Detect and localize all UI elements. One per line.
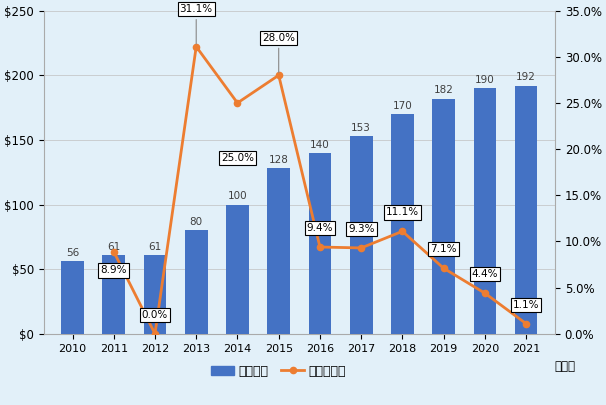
Bar: [185, 230, 208, 334]
Text: 170: 170: [393, 101, 412, 111]
Bar: [473, 88, 496, 334]
Text: 182: 182: [434, 85, 453, 95]
Text: 153: 153: [351, 123, 371, 133]
Bar: [514, 85, 538, 334]
Bar: [61, 261, 84, 334]
Text: 9.4%: 9.4%: [307, 223, 333, 233]
Text: 1.1%: 1.1%: [513, 300, 539, 310]
Text: 61: 61: [148, 242, 162, 252]
Text: 7.1%: 7.1%: [430, 244, 457, 254]
Text: 31.1%: 31.1%: [179, 4, 213, 44]
Legend: 最低賃金, 賃金上昇率: 最低賃金, 賃金上昇率: [207, 360, 351, 382]
Text: 190: 190: [475, 75, 494, 85]
Bar: [267, 168, 290, 334]
Text: 9.3%: 9.3%: [348, 224, 375, 234]
Bar: [432, 98, 455, 334]
Text: 100: 100: [228, 191, 247, 201]
Text: 80: 80: [190, 217, 203, 227]
X-axis label: （年）: （年）: [554, 360, 576, 373]
Bar: [308, 153, 331, 334]
Text: 61: 61: [107, 242, 121, 252]
Text: 11.1%: 11.1%: [386, 207, 419, 217]
Bar: [144, 255, 166, 334]
Bar: [391, 114, 414, 334]
Bar: [226, 205, 249, 334]
Bar: [102, 255, 125, 334]
Text: 0.0%: 0.0%: [142, 310, 168, 320]
Text: 8.9%: 8.9%: [101, 266, 127, 275]
Text: 25.0%: 25.0%: [221, 153, 254, 163]
Bar: [350, 136, 373, 334]
Text: 28.0%: 28.0%: [262, 33, 295, 72]
Text: 56: 56: [66, 248, 79, 258]
Text: 128: 128: [268, 155, 288, 165]
Text: 4.4%: 4.4%: [471, 269, 498, 279]
Text: 192: 192: [516, 72, 536, 82]
Text: 140: 140: [310, 140, 330, 149]
